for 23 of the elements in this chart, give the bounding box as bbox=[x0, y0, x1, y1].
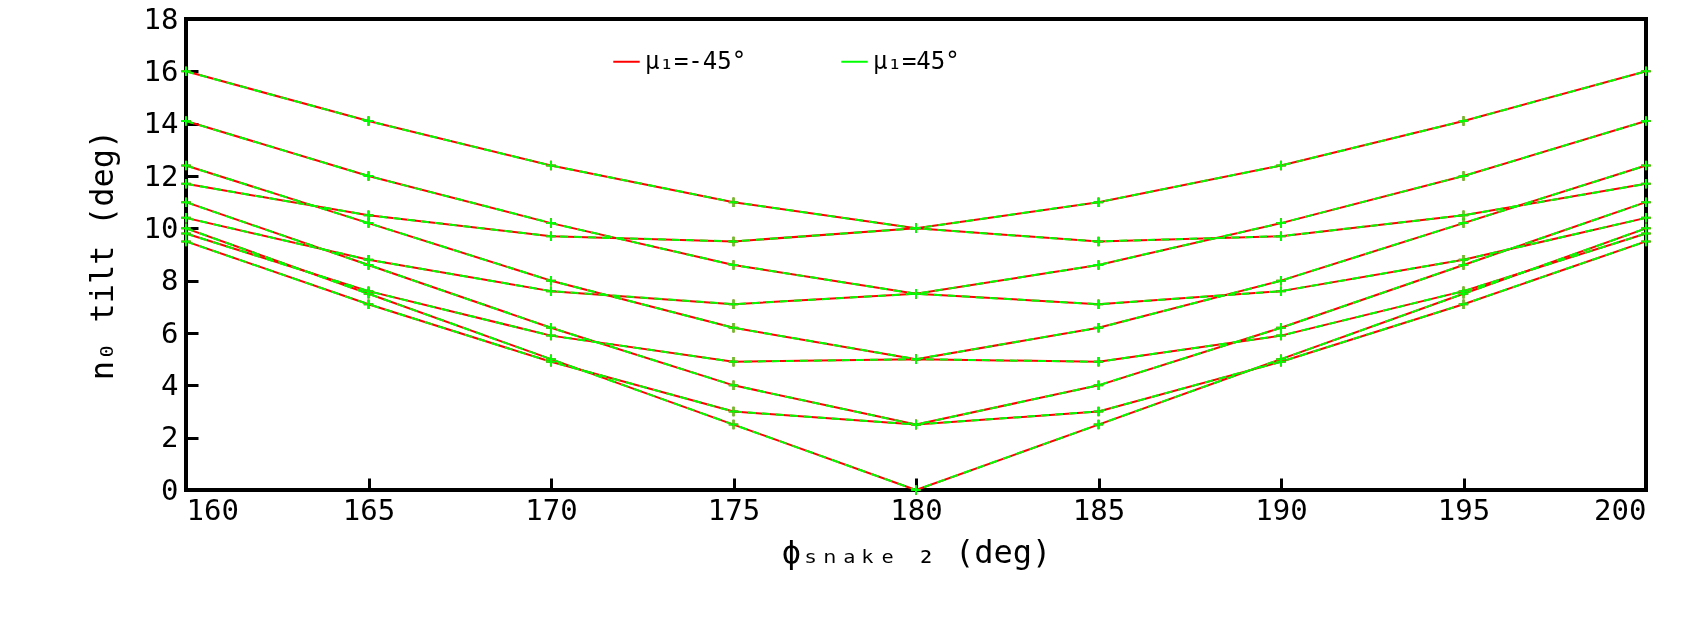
x-axis-title: ϕₛₙₐₖₑ ₂ (deg) bbox=[781, 532, 1052, 571]
x-tick-label: 165 bbox=[342, 492, 396, 527]
y-tick-label: 10 bbox=[143, 210, 179, 245]
y-tick-label: 18 bbox=[143, 1, 179, 36]
x-tick-label: 200 bbox=[1594, 492, 1647, 527]
legend-label: μ₁=-45° bbox=[645, 46, 747, 75]
y-tick-label: 14 bbox=[143, 106, 179, 141]
x-tick-label: 180 bbox=[890, 492, 943, 527]
x-tick-label: 185 bbox=[1072, 492, 1126, 527]
x-tick-label: 160 bbox=[186, 492, 239, 527]
x-tick-label: 195 bbox=[1437, 492, 1491, 527]
y-tick-label: 2 bbox=[161, 420, 179, 455]
x-tick-label: 175 bbox=[707, 492, 761, 527]
y-tick-label: 4 bbox=[161, 367, 179, 402]
y-tick-label: 12 bbox=[143, 158, 179, 193]
y-tick-label: 6 bbox=[161, 315, 179, 350]
y-axis-title: n₀ tilt (deg) bbox=[82, 129, 121, 381]
legend-label: μ₁=45° bbox=[873, 46, 960, 75]
y-tick-label: 16 bbox=[143, 53, 179, 88]
x-tick-label: 170 bbox=[525, 492, 578, 527]
y-tick-label: 0 bbox=[161, 472, 179, 507]
x-tick-label: 190 bbox=[1255, 492, 1308, 527]
y-tick-label: 8 bbox=[161, 263, 179, 298]
